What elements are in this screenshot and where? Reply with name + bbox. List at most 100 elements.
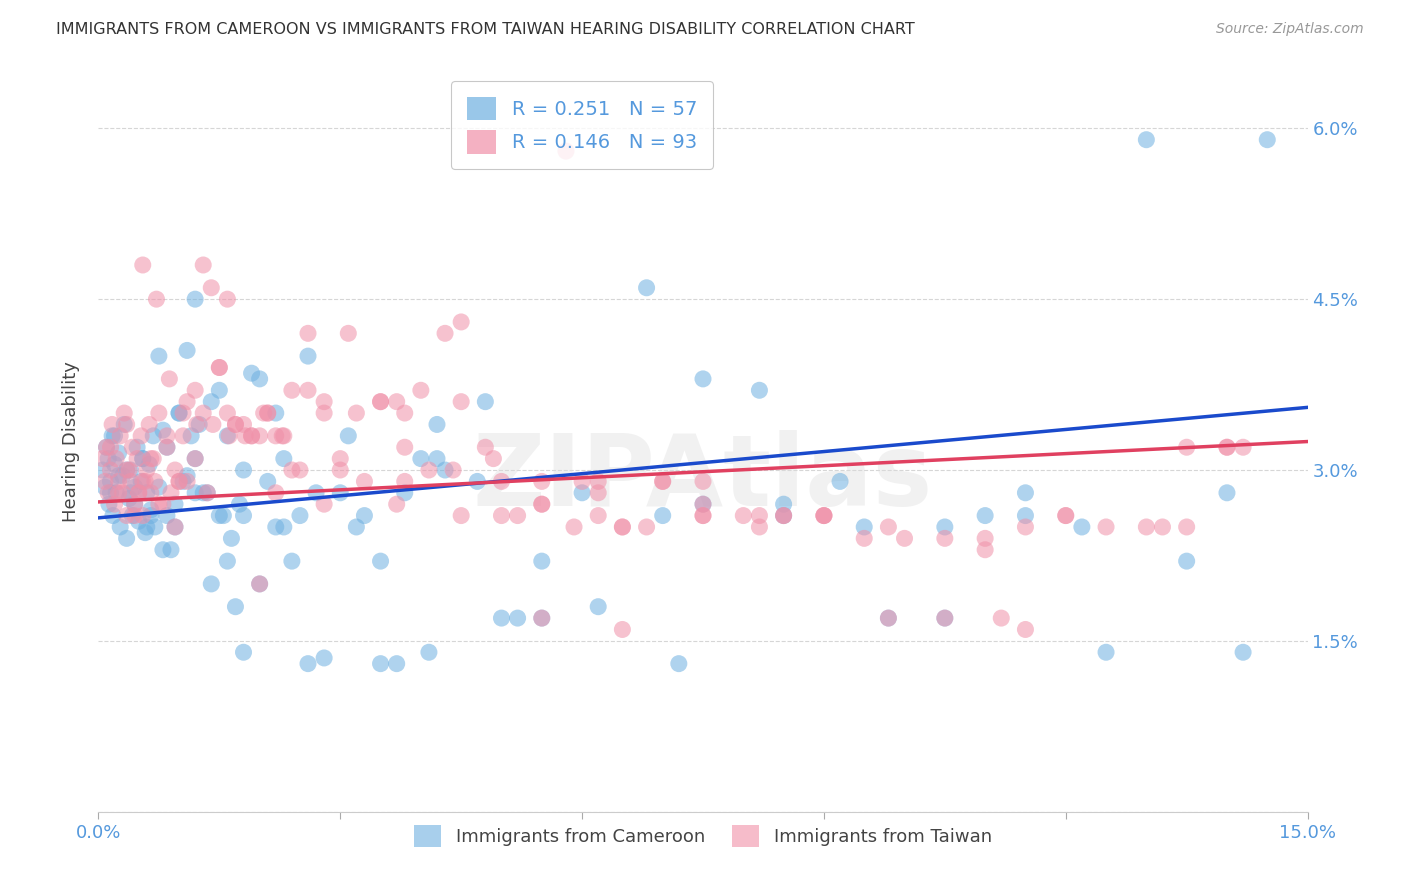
Point — [217, 429, 239, 443]
Point — [249, 429, 271, 443]
Point — [281, 463, 304, 477]
Point — [256, 406, 278, 420]
Point — [135, 485, 157, 500]
Point — [139, 451, 162, 466]
Point — [491, 508, 513, 523]
Point — [100, 475, 122, 489]
Point — [853, 532, 876, 546]
Point — [1175, 520, 1198, 534]
Point — [506, 611, 529, 625]
Point — [163, 520, 186, 534]
Point — [385, 657, 408, 671]
Point — [474, 394, 496, 409]
Point — [571, 475, 593, 489]
Point — [281, 554, 304, 568]
Point — [103, 497, 125, 511]
Point — [218, 429, 240, 443]
Point — [772, 508, 794, 523]
Point — [344, 406, 367, 420]
Point — [124, 497, 146, 511]
Point — [121, 508, 143, 523]
Point — [1216, 440, 1239, 454]
Point — [232, 645, 254, 659]
Point — [264, 429, 287, 443]
Point — [748, 508, 770, 523]
Point — [692, 497, 714, 511]
Point — [253, 406, 276, 420]
Point — [101, 508, 124, 523]
Point — [273, 451, 295, 466]
Point — [353, 475, 375, 489]
Point — [163, 520, 186, 534]
Point — [530, 611, 553, 625]
Point — [813, 508, 835, 523]
Point — [208, 360, 231, 375]
Point — [152, 497, 174, 511]
Point — [143, 520, 166, 534]
Point — [188, 417, 211, 432]
Text: IMMIGRANTS FROM CAMEROON VS IMMIGRANTS FROM TAIWAN HEARING DISABILITY CORRELATIO: IMMIGRANTS FROM CAMEROON VS IMMIGRANTS F… — [56, 22, 915, 37]
Point — [450, 508, 472, 523]
Point — [813, 508, 835, 523]
Point — [200, 577, 222, 591]
Point — [394, 406, 416, 420]
Point — [1232, 440, 1254, 454]
Point — [586, 599, 609, 614]
Point — [224, 417, 246, 432]
Point — [135, 463, 157, 477]
Point — [418, 645, 440, 659]
Point — [176, 394, 198, 409]
Point — [281, 384, 304, 398]
Point — [142, 429, 165, 443]
Point — [167, 475, 190, 489]
Point — [148, 349, 170, 363]
Point — [1256, 133, 1278, 147]
Point — [530, 554, 553, 568]
Point — [1095, 520, 1118, 534]
Point — [329, 463, 352, 477]
Point — [156, 440, 179, 454]
Point — [120, 475, 142, 489]
Point — [232, 463, 254, 477]
Point — [337, 326, 360, 341]
Point — [208, 360, 231, 375]
Point — [288, 463, 311, 477]
Point — [329, 485, 352, 500]
Point — [409, 451, 432, 466]
Point — [100, 485, 122, 500]
Point — [112, 417, 135, 432]
Point — [156, 440, 179, 454]
Point — [124, 508, 146, 523]
Point — [148, 406, 170, 420]
Point — [974, 508, 997, 523]
Point — [101, 417, 124, 432]
Point — [172, 475, 194, 489]
Point — [111, 468, 134, 483]
Point — [96, 440, 118, 454]
Point — [733, 508, 755, 523]
Point — [434, 326, 457, 341]
Point — [167, 406, 190, 420]
Point — [474, 440, 496, 454]
Point — [297, 326, 319, 341]
Point — [1175, 440, 1198, 454]
Point — [748, 384, 770, 398]
Point — [385, 497, 408, 511]
Point — [314, 394, 336, 409]
Point — [128, 514, 150, 528]
Point — [612, 520, 634, 534]
Point — [1014, 520, 1036, 534]
Point — [1232, 645, 1254, 659]
Point — [97, 485, 120, 500]
Point — [132, 508, 155, 523]
Point — [273, 429, 295, 443]
Point — [228, 497, 250, 511]
Point — [974, 532, 997, 546]
Point — [256, 406, 278, 420]
Point — [692, 475, 714, 489]
Point — [305, 485, 328, 500]
Point — [129, 429, 152, 443]
Point — [138, 417, 160, 432]
Point — [132, 258, 155, 272]
Point — [385, 394, 408, 409]
